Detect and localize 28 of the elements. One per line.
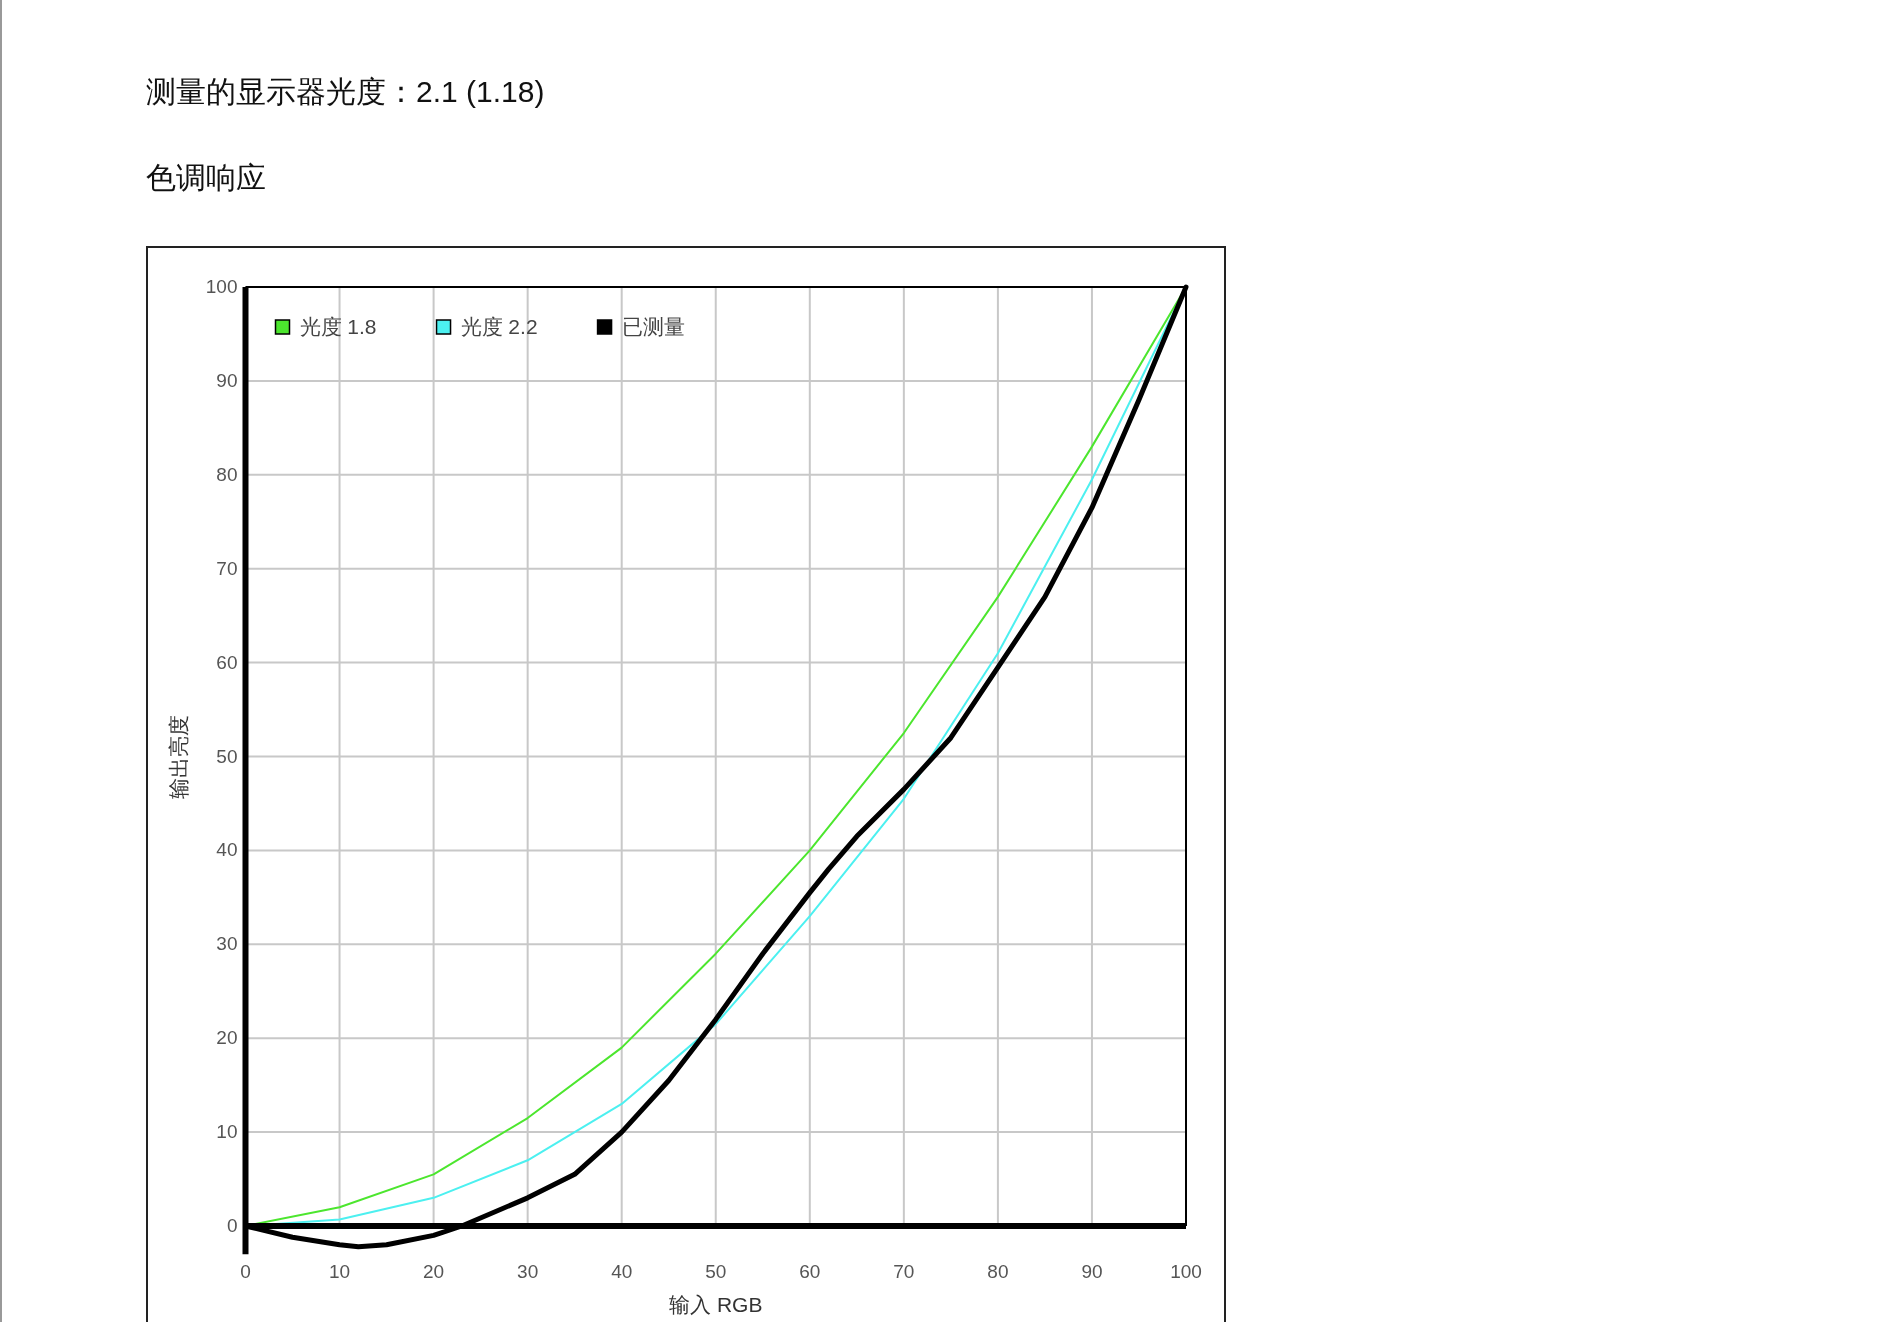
legend-label: 光度 2.2 (460, 315, 538, 338)
legend-label: 光度 1.8 (299, 315, 377, 338)
y-tick-label: 0 (226, 1215, 238, 1236)
y-tick-label: 20 (216, 1027, 238, 1049)
x-tick-label: 60 (799, 1261, 821, 1283)
y-axis-title: 输出亮度 (167, 714, 190, 799)
y-tick-label: 80 (216, 463, 238, 485)
x-tick-label: 30 (517, 1261, 539, 1283)
x-tick-label: 100 (1170, 1261, 1202, 1283)
y-tick-label: 90 (216, 369, 238, 391)
x-tick-label: 70 (893, 1261, 915, 1283)
y-tick-label: 60 (216, 651, 238, 673)
y-tick-label: 30 (216, 933, 238, 955)
legend-label: 已测量 (621, 315, 685, 338)
y-tick-label: 10 (216, 1121, 238, 1143)
y-tick-label: 50 (216, 745, 238, 767)
y-tick-label: 40 (216, 839, 238, 861)
x-tick-label: 90 (1081, 1261, 1103, 1283)
x-tick-label: 50 (705, 1261, 727, 1283)
x-axis-title: 输入 RGB (669, 1293, 763, 1317)
chart-title: 测量的显示器光度：2.1 (1.18) (146, 75, 545, 108)
y-tick-label: 100 (205, 276, 238, 297)
x-tick-label: 10 (328, 1261, 351, 1283)
x-tick-label: 20 (423, 1261, 445, 1283)
x-tick-label: 80 (987, 1261, 1009, 1283)
chart-subtitle: 色调响应 (146, 161, 266, 194)
x-tick-label: 40 (611, 1261, 633, 1283)
y-tick-label: 70 (216, 557, 238, 579)
